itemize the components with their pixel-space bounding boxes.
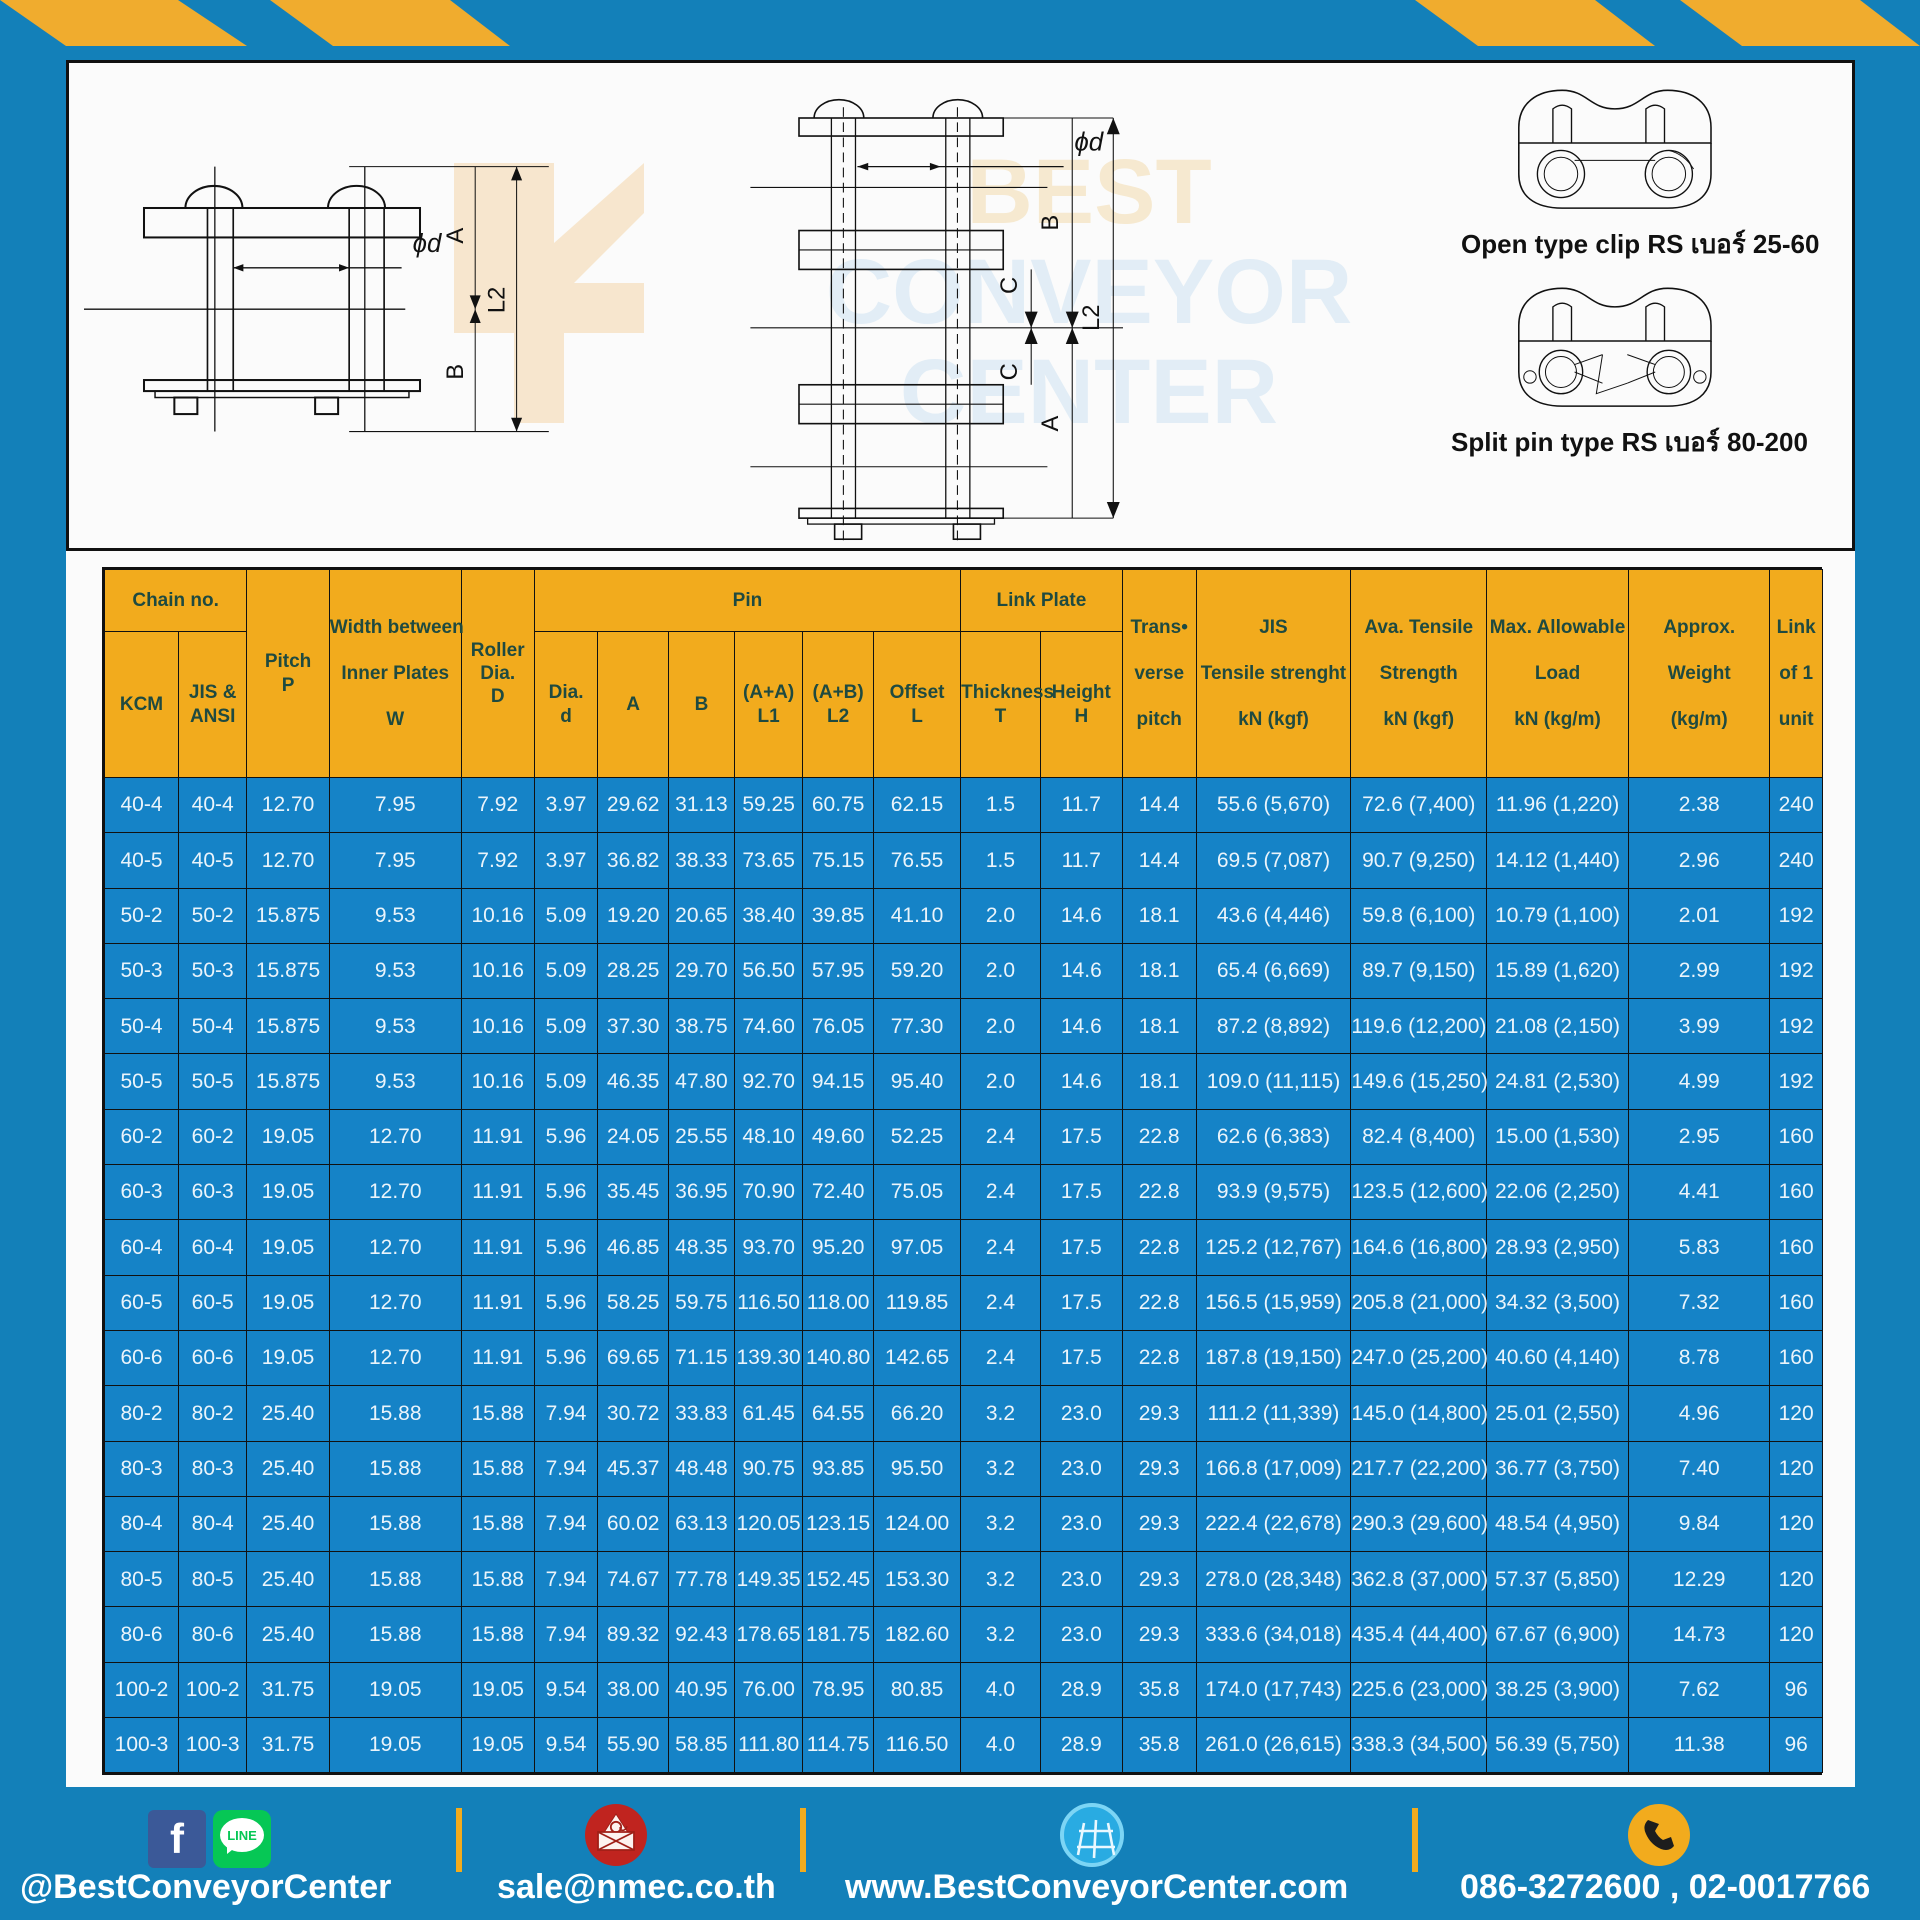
svg-text:sale@nmec.co.th: sale@nmec.co.th [497,1868,776,1906]
svg-text:www.BestConveyorCenter.com: www.BestConveyorCenter.com [844,1868,1348,1906]
svg-text:ϕd: ϕd [1074,128,1104,156]
svg-text:C: C [996,363,1023,380]
svg-text:Split pin type RS เบอร์ 80-200: Split pin type RS เบอร์ 80-200 [1451,427,1808,457]
svg-text:B: B [1037,215,1064,231]
svg-text:L2: L2 [1078,305,1105,331]
svg-text:L2: L2 [484,287,511,314]
svg-text:Open type clip RS เบอร์ 25-60: Open type clip RS เบอร์ 25-60 [1461,229,1819,259]
svg-text:B: B [442,364,469,380]
svg-text:C: C [996,277,1023,294]
svg-text:@BestConveyorCenter: @BestConveyorCenter [20,1868,391,1906]
svg-text:A: A [442,228,469,244]
svg-text:086-3272600 , 02-0017766: 086-3272600 , 02-0017766 [1460,1868,1870,1906]
svg-text:ϕd: ϕd [413,230,442,258]
svg-text:A: A [1037,416,1064,432]
